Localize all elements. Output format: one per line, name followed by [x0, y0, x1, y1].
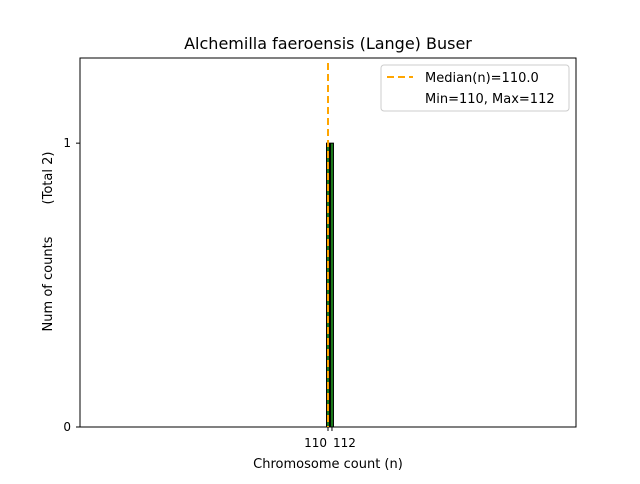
legend: Median(n)=110.0 Min=110, Max=112: [380, 64, 570, 112]
y-axis-label: Num of counts: [41, 236, 56, 331]
legend-box: [380, 64, 570, 112]
y-axis-total-label: (Total 2): [41, 152, 56, 205]
bar-112: [329, 142, 334, 428]
legend-minmax: Min=110, Max=112: [425, 92, 555, 107]
x-tick-label: 112: [333, 436, 356, 450]
y-tick-label: 1: [63, 136, 71, 150]
y-tick-label: 0: [63, 420, 71, 434]
x-tick-label: 110: [304, 436, 327, 450]
legend-median: Median(n)=110.0: [425, 71, 539, 86]
x-axis-label: Chromosome count (n): [253, 457, 403, 472]
chart-title: Alchemilla faeroensis (Lange) Buser: [184, 34, 472, 53]
